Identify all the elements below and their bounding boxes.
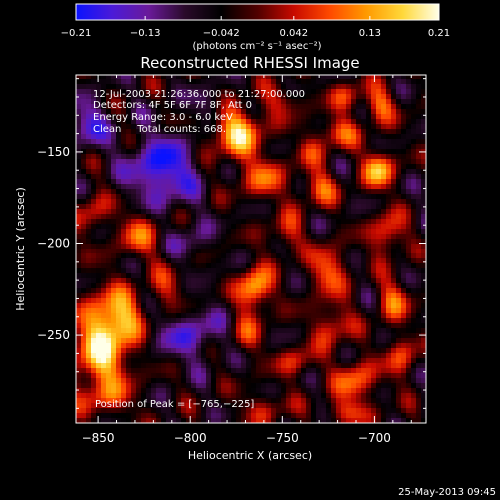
colorbar: −0.21 −0.13 −0.042 0.042 0.13 0.21 (photons c… [61,3,450,52]
annotation-energy-range: Energy Range: 3.0 - 6.0 keV [93,112,233,123]
colorbar-tick-label: 0.13 [359,28,381,39]
heatmap-image [76,75,426,423]
y-tick-label: −200 [37,237,70,251]
colorbar-frame [75,3,440,21]
annotation-block: 12-Jul-2003 21:26:36.000 to 21:27:00.000… [93,89,305,135]
x-tick-label: −750 [266,431,299,445]
plot-area: −850 −800 −750 −700 −250 −200 −150 12-Jul-2003… [37,74,427,445]
x-tick-label: −700 [358,431,391,445]
colorbar-tick-label: 0.042 [279,28,308,39]
colorbar-tick-label: −0.13 [130,28,161,39]
x-tick-label: −850 [82,431,115,445]
x-tick-label: −800 [174,431,207,445]
footer-timestamp: 25-May-2013 09:45 [398,487,496,498]
annotation-detectors: Detectors: 4F 5F 6F 7F 8F, Att 0 [93,100,252,111]
chart-title: Reconstructed RHESSI Image [140,54,359,72]
axes: −850 −800 −750 −700 −250 −200 −150 [37,75,426,445]
y-tick-label: −250 [37,328,70,342]
colorbar-tick-label: 0.21 [428,28,450,39]
colorbar-tick-label: −0.042 [203,28,240,39]
plot-frame [75,74,427,424]
colorbar-fill [76,4,439,20]
colorbar-unit-label: (photons cm⁻² s⁻¹ asec⁻²) [192,41,321,52]
y-tick-label: −150 [37,145,70,159]
annotation-time-range: 12-Jul-2003 21:26:36.000 to 21:27:00.000 [93,89,305,100]
x-axis-title: Heliocentric X (arcsec) [188,449,312,462]
annotation-clean-counts: Clean Total counts: 668. [93,124,226,135]
colorbar-ticks: −0.21 −0.13 −0.042 0.042 0.13 0.21 [61,16,450,39]
colorbar-tick-label: −0.21 [61,28,92,39]
y-axis-title: Heliocentric Y (arcsec) [14,187,27,311]
peak-position-label: Position of Peak = [−765,−225] [95,399,254,410]
